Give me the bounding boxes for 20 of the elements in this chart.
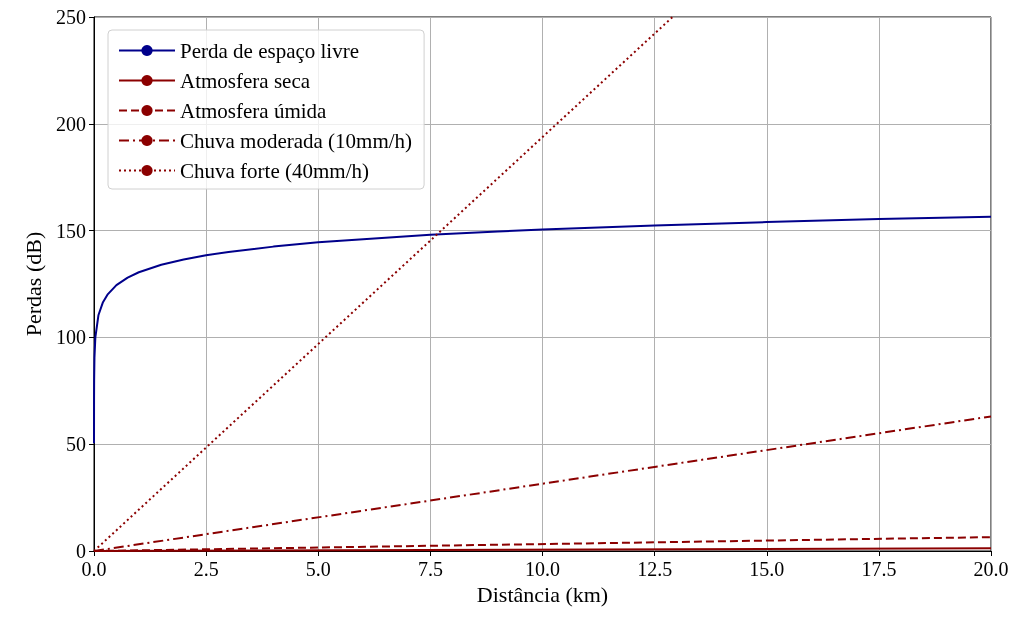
x-tick-label: 12.5 bbox=[637, 558, 673, 580]
y-axis-title: Perdas (dB) bbox=[20, 231, 46, 337]
x-tick-label: 17.5 bbox=[861, 558, 897, 580]
y-tick-label: 50 bbox=[66, 433, 86, 456]
x-tick-label: 15.0 bbox=[749, 558, 785, 580]
legend-label: Chuva forte (40mm/h) bbox=[180, 158, 369, 183]
legend-label: Atmosfera seca bbox=[180, 68, 311, 93]
x-tick-label: 7.5 bbox=[417, 558, 443, 580]
y-tick-label: 250 bbox=[56, 6, 86, 28]
x-tick-label: 20.0 bbox=[973, 558, 1009, 580]
x-tick-label: 2.5 bbox=[193, 558, 219, 580]
legend-label: Perda de espaço livre bbox=[180, 38, 360, 63]
y-tick-label: 200 bbox=[56, 112, 86, 135]
legend-label: Atmosfera úmida bbox=[180, 98, 328, 123]
x-axis-title: Distância (km) bbox=[476, 582, 609, 608]
y-tick-label: 100 bbox=[56, 326, 86, 349]
legend-label: Chuva moderada (10mm/h) bbox=[180, 128, 413, 153]
x-tick-label: 10.0 bbox=[525, 558, 560, 580]
x-tick-label: 5.0 bbox=[305, 558, 331, 580]
y-tick-label: 150 bbox=[56, 219, 86, 242]
